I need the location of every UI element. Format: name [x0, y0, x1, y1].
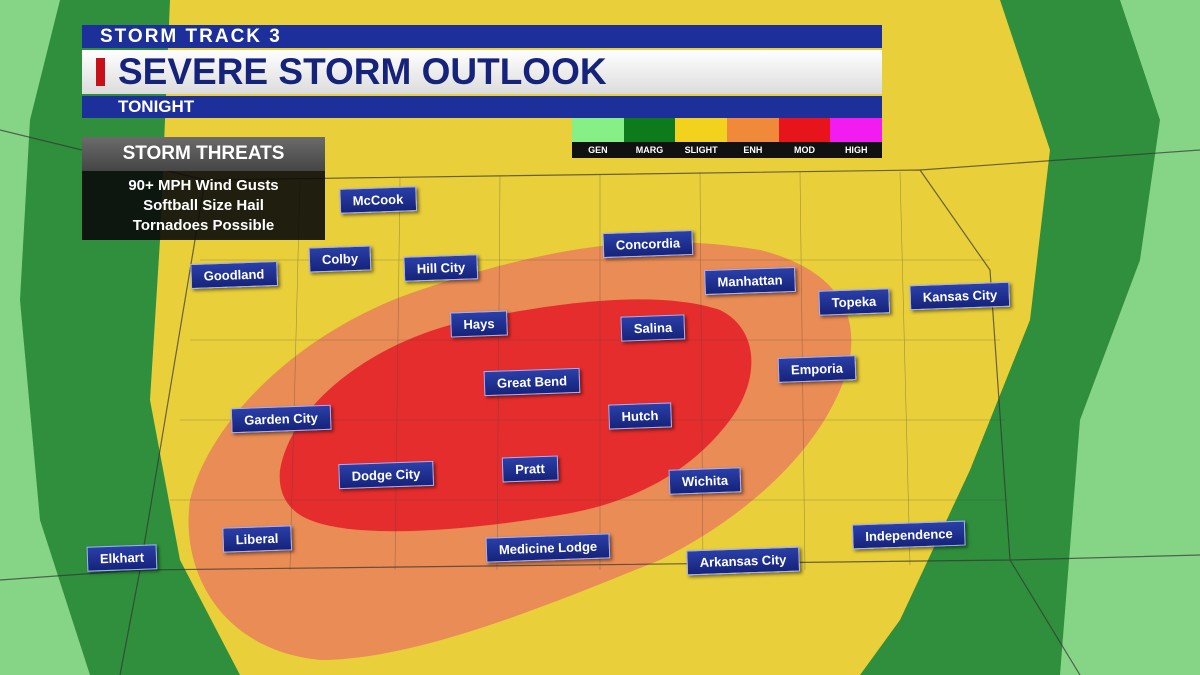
subtitle-bar: TONIGHT	[82, 96, 882, 118]
legend-swatch	[830, 118, 883, 142]
city-label: Kansas City	[909, 281, 1011, 311]
threats-box: STORM THREATS 90+ MPH Wind Gusts Softball…	[82, 137, 325, 240]
legend: GEN MARG SLIGHT ENH MOD HIGH	[572, 118, 883, 158]
city-label: Salina	[620, 314, 686, 342]
city-label: Topeka	[818, 288, 890, 316]
city-label: Emporia	[777, 355, 857, 383]
legend-label: HIGH	[830, 142, 883, 158]
city-label: Hutch	[608, 402, 672, 430]
city-label: Independence	[851, 520, 967, 550]
legend-item: GEN	[572, 118, 624, 158]
threats-list: 90+ MPH Wind Gusts Softball Size Hail Torn…	[82, 171, 325, 240]
legend-item: SLIGHT	[675, 118, 728, 158]
city-label: Hill City	[403, 254, 479, 282]
city-label: Elkhart	[86, 544, 158, 572]
city-label: Wichita	[668, 467, 742, 495]
city-label: Dodge City	[338, 460, 434, 490]
city-label: Hays	[450, 310, 508, 338]
threat-item: Tornadoes Possible	[132, 217, 275, 234]
city-label: Manhattan	[704, 266, 796, 296]
legend-swatch	[623, 118, 676, 142]
legend-label: GEN	[572, 142, 624, 158]
legend-item: HIGH	[830, 118, 883, 158]
legend-item: ENH	[727, 118, 779, 158]
threats-title: STORM THREATS	[82, 137, 325, 171]
city-label: Medicine Lodge	[485, 533, 611, 563]
city-label: Liberal	[222, 525, 292, 553]
threat-item: Softball Size Hail	[143, 197, 264, 214]
title-bar: SEVERE STORM OUTLOOK	[82, 50, 882, 94]
legend-swatch	[572, 118, 624, 142]
legend-label: MOD	[778, 142, 831, 158]
city-label: Garden City	[230, 404, 332, 434]
city-label: Concordia	[602, 229, 694, 259]
network-bar: STORM TRACK 3	[82, 25, 882, 48]
city-label: Goodland	[190, 260, 278, 290]
legend-label: ENH	[727, 142, 779, 158]
legend-item: MOD	[778, 118, 831, 158]
city-label: Arkansas City	[686, 546, 800, 576]
legend-label: MARG	[623, 142, 676, 158]
city-label: Colby	[308, 245, 372, 273]
city-label: McCook	[339, 186, 417, 214]
kansas-border	[139, 169, 1011, 571]
legend-item: MARG	[623, 118, 676, 158]
city-label: Great Bend	[483, 367, 581, 397]
legend-label: SLIGHT	[675, 142, 728, 158]
legend-swatch	[778, 118, 831, 142]
legend-swatch	[675, 118, 728, 142]
threat-item: 90+ MPH Wind Gusts	[128, 177, 279, 194]
city-label: Pratt	[501, 455, 559, 483]
legend-swatch	[727, 118, 779, 142]
